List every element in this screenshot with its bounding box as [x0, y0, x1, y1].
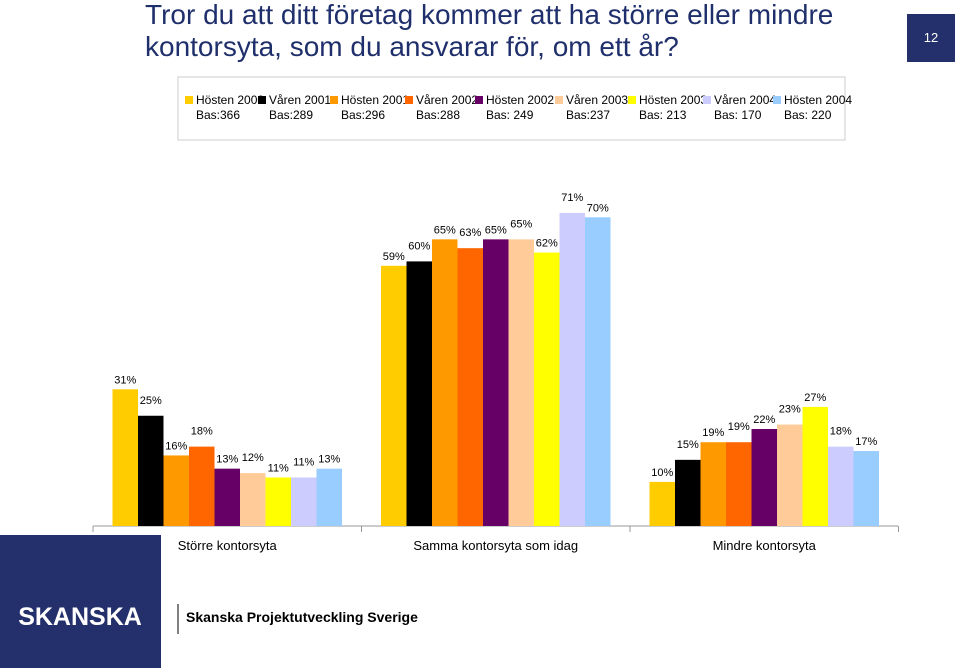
bar	[559, 212, 585, 526]
legend-label: Hösten 2000	[196, 93, 264, 107]
legend-label: Hösten 2001	[341, 93, 409, 107]
value-label: 12%	[242, 452, 264, 464]
value-label: 27%	[804, 392, 826, 404]
legend-base: Bas:237	[566, 108, 610, 122]
bar	[534, 252, 560, 526]
legend-swatch	[475, 96, 483, 104]
value-label: 63%	[459, 227, 481, 239]
value-label: 19%	[702, 427, 724, 439]
legend-swatch	[258, 96, 266, 104]
value-label: 17%	[855, 436, 877, 448]
bar	[214, 468, 240, 526]
legend-base: Bas: 249	[486, 108, 534, 122]
logo-box	[0, 535, 161, 668]
legend-swatch	[628, 96, 636, 104]
bar	[508, 239, 534, 526]
legend-swatch	[185, 96, 193, 104]
legend-label: Våren 2004	[714, 93, 776, 107]
legend-swatch	[703, 96, 711, 104]
legend-base: Bas:366	[196, 108, 240, 122]
value-label: 65%	[485, 224, 507, 236]
bar	[291, 477, 317, 526]
legend-label: Våren 2003	[566, 93, 628, 107]
bar	[189, 446, 215, 526]
title-line: Tror du att ditt företag kommer att ha s…	[145, 0, 833, 30]
bar	[381, 265, 407, 526]
legend-box	[177, 76, 846, 141]
value-label: 65%	[510, 218, 532, 230]
legend-swatch	[555, 96, 563, 104]
value-label: 13%	[318, 454, 340, 466]
bar	[585, 217, 611, 527]
bar	[483, 239, 509, 526]
value-label: 18%	[830, 426, 852, 438]
slide-number-box	[907, 14, 955, 62]
bar	[457, 248, 483, 527]
value-label: 59%	[383, 251, 405, 263]
bar	[163, 455, 189, 526]
bar	[112, 389, 138, 526]
bar	[675, 459, 701, 526]
value-label: 11%	[293, 456, 314, 468]
legend-swatch	[330, 96, 338, 104]
bar	[406, 261, 432, 526]
legend-label: Hösten 2003	[639, 93, 707, 107]
legend-label: Hösten 2004	[784, 93, 852, 107]
legend-base: Bas: 213	[639, 108, 687, 122]
x-tick-label: Mindre kontorsyta	[713, 538, 817, 553]
value-label: 65%	[434, 224, 456, 236]
value-label: 11%	[268, 462, 289, 474]
value-label: 71%	[561, 192, 583, 204]
bar	[802, 406, 828, 526]
value-label: 23%	[779, 404, 801, 416]
legend-swatch	[405, 96, 413, 104]
bar	[700, 442, 726, 526]
bar	[138, 415, 164, 526]
slide-number: 12	[924, 30, 938, 45]
value-label: 60%	[408, 240, 430, 252]
legend-base: Bas:288	[416, 108, 460, 122]
bar	[751, 428, 777, 526]
bar	[432, 239, 458, 526]
legend-base: Bas: 170	[714, 108, 762, 122]
company: Skanska Projektutveckling Sverige	[186, 609, 418, 625]
value-label: 18%	[191, 426, 213, 438]
legend-base: Bas: 220	[784, 108, 832, 122]
value-label: 15%	[677, 439, 699, 451]
bar	[265, 477, 291, 526]
logo: SKANSKA	[18, 603, 142, 631]
bar	[726, 442, 752, 526]
legend-swatch	[773, 96, 781, 104]
legend-label: Hösten 2002	[486, 93, 554, 107]
value-label: 16%	[165, 440, 187, 452]
x-tick-label: Större kontorsyta	[178, 538, 278, 553]
legend-label: Våren 2002	[416, 93, 478, 107]
value-label: 19%	[728, 421, 750, 433]
value-label: 31%	[114, 374, 136, 386]
value-label: 70%	[587, 202, 609, 214]
bar	[240, 473, 266, 526]
legend-label: Våren 2001	[269, 93, 331, 107]
bar	[777, 424, 803, 526]
bar	[828, 446, 854, 526]
legend-base: Bas:289	[269, 108, 313, 122]
value-label: 22%	[753, 414, 775, 426]
title-line: kontorsyta, som du ansvarar för, om ett …	[145, 31, 679, 62]
x-tick-label: Samma kontorsyta som idag	[413, 538, 578, 553]
legend-base: Bas:296	[341, 108, 385, 122]
bar	[853, 451, 879, 526]
value-label: 13%	[216, 454, 238, 466]
bar	[649, 481, 675, 526]
value-label: 25%	[140, 395, 162, 407]
value-label: 62%	[536, 238, 558, 250]
value-label: 10%	[651, 467, 673, 479]
bar	[316, 468, 342, 526]
